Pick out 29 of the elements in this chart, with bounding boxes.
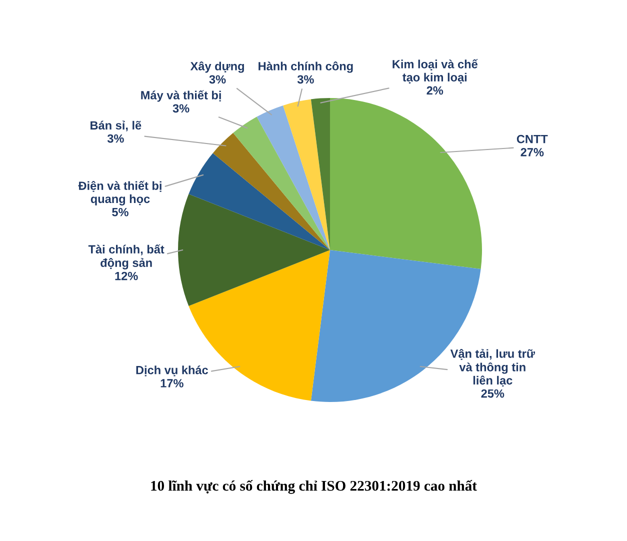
data-label: 5%	[112, 208, 128, 216]
pie-slice	[256, 105, 330, 250]
pie-slice	[178, 194, 330, 306]
pie-slice	[212, 132, 330, 250]
pie-slice	[310, 98, 330, 250]
data-label: 17%	[160, 379, 184, 388]
slice-label: Tài chính, bất động sản	[88, 244, 164, 270]
data-label: 27%	[520, 148, 544, 156]
slice-label: Bán sỉ, lẽ	[90, 120, 142, 132]
pie-slice	[233, 116, 330, 250]
data-label: 2%	[426, 86, 444, 95]
slice-label: Điện và thiết bị quang học	[78, 180, 162, 206]
slice-label: Máy và thiết bị	[141, 90, 221, 102]
data-label: 3%	[209, 75, 226, 84]
data-label: 3%	[297, 75, 314, 84]
data-label: 12%	[115, 272, 138, 280]
data-label: 25%	[481, 389, 504, 398]
pie-slice	[188, 153, 330, 250]
data-label: 3%	[107, 134, 124, 143]
slice-label: Hành chính công	[258, 61, 353, 73]
slice-label: Dịch vụ khác	[136, 366, 208, 376]
pie-slice	[330, 98, 482, 270]
data-label: 3%	[172, 104, 190, 113]
slice-label: Vận tải, lưu trữ và thông tin liên lạc	[450, 348, 535, 387]
slice-label: Xây dựng	[190, 61, 244, 73]
text: 10 lĩnh vực có số chứng chỉ ISO 22301:2019 cao nhất	[151, 480, 477, 494]
slice-label: Kim loại và chế tạo kim loại	[392, 59, 478, 84]
pie-slice	[283, 99, 330, 250]
slice-label: CNTT	[516, 134, 548, 144]
